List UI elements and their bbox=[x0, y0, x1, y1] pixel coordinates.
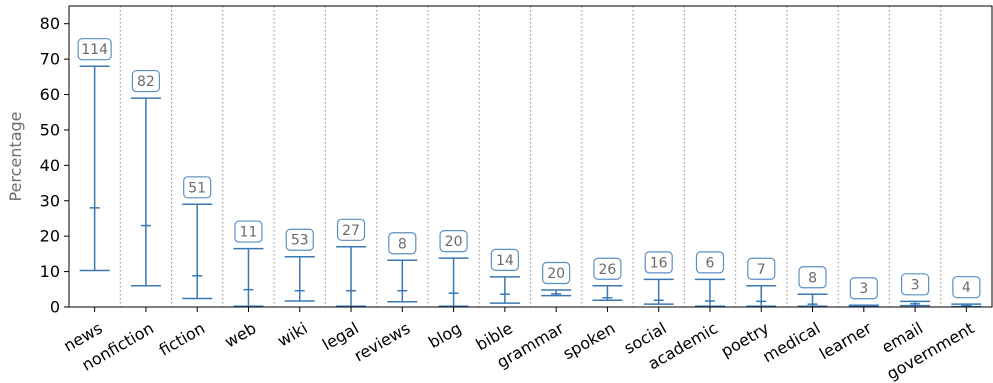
count-label: 114 bbox=[81, 42, 108, 58]
count-box bbox=[900, 273, 930, 296]
count-box bbox=[593, 257, 622, 280]
y-tick-label: 60 bbox=[40, 85, 60, 104]
y-tick-label: 10 bbox=[40, 262, 60, 281]
count-label: 82 bbox=[137, 74, 155, 90]
y-tick-label: 0 bbox=[50, 298, 60, 317]
count-label: 4 bbox=[962, 280, 971, 296]
count-box bbox=[234, 220, 263, 243]
count-box bbox=[183, 176, 212, 199]
count-label: 3 bbox=[911, 277, 920, 293]
count-label: 20 bbox=[445, 234, 463, 250]
count-label: 53 bbox=[291, 233, 309, 249]
count-box bbox=[490, 248, 519, 271]
count-box bbox=[849, 277, 878, 300]
count-box bbox=[952, 276, 981, 299]
x-tick-label: reviews bbox=[351, 318, 414, 365]
count-label: 3 bbox=[859, 281, 868, 297]
count-box bbox=[695, 251, 725, 274]
x-tick-label: blog bbox=[425, 318, 464, 352]
error-bars bbox=[79, 65, 982, 308]
y-tick-label: 30 bbox=[40, 191, 60, 210]
x-tick-label: web bbox=[221, 318, 259, 351]
count-box bbox=[542, 261, 571, 285]
y-axis: 0 10 20 30 40 50 60 70 80 bbox=[40, 14, 69, 317]
y-tick-label: 70 bbox=[40, 50, 60, 69]
y-axis-title: Percentage bbox=[6, 111, 25, 201]
plot-frame bbox=[68, 5, 993, 308]
y-tick-label: 80 bbox=[40, 14, 60, 33]
count-label: 11 bbox=[240, 225, 258, 241]
count-box bbox=[388, 232, 417, 255]
count-box bbox=[336, 218, 366, 241]
count-label: 27 bbox=[342, 223, 360, 239]
count-label: 8 bbox=[808, 270, 817, 286]
count-box bbox=[285, 228, 314, 251]
y-tick-label: 20 bbox=[40, 227, 60, 246]
count-box bbox=[644, 251, 673, 274]
count-box bbox=[77, 38, 112, 61]
x-tick-label: fiction bbox=[156, 318, 208, 359]
count-label: 6 bbox=[706, 255, 715, 271]
count-box bbox=[131, 69, 161, 93]
count-label: 7 bbox=[757, 262, 766, 278]
count-label: 8 bbox=[398, 236, 407, 252]
count-box bbox=[798, 266, 827, 289]
category-separators bbox=[119, 6, 942, 307]
count-label: 14 bbox=[496, 253, 514, 269]
count-labels: 114 82 51 11 53 27 8 20 14 20 26 16 6 7 8 3 3 4 bbox=[77, 38, 981, 300]
count-box bbox=[747, 257, 776, 280]
x-tick-label: learner bbox=[816, 318, 875, 363]
count-label: 20 bbox=[547, 266, 565, 282]
count-box bbox=[439, 230, 468, 253]
y-tick-label: 50 bbox=[40, 120, 60, 139]
x-tick-label: wiki bbox=[274, 318, 311, 350]
count-label: 51 bbox=[188, 180, 206, 196]
count-label: 16 bbox=[650, 255, 668, 271]
y-tick-label: 40 bbox=[40, 156, 60, 175]
count-label: 26 bbox=[599, 262, 617, 278]
x-tick-label: spoken bbox=[560, 318, 619, 363]
x-tick-label: medical bbox=[759, 318, 823, 366]
